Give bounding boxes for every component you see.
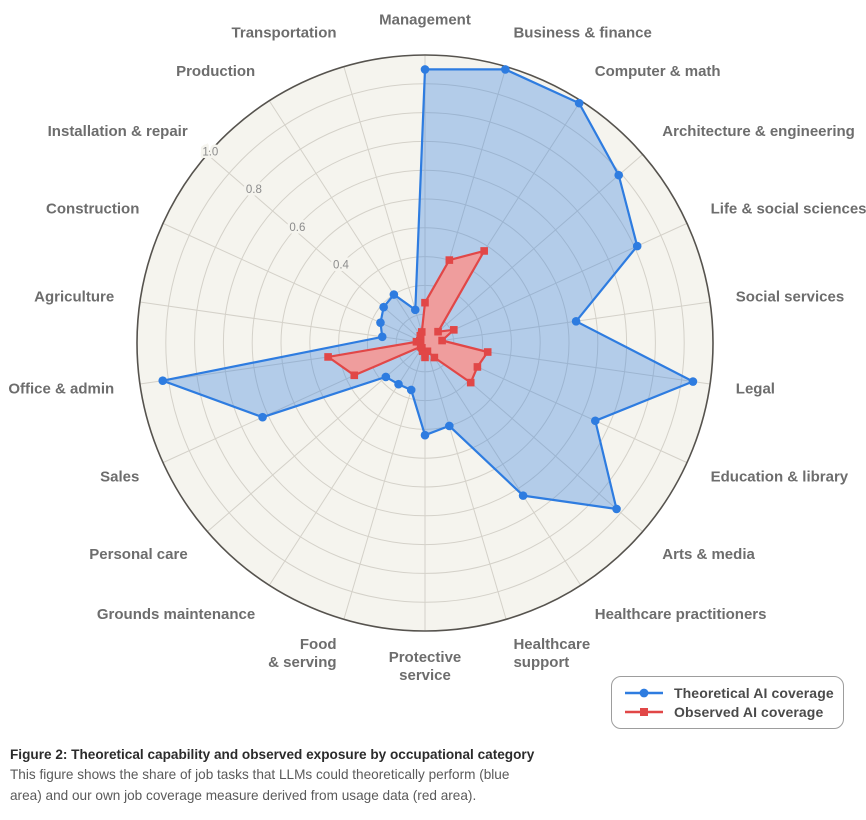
- axis-label-grounds-maintenance: Grounds maintenance: [97, 606, 255, 623]
- grid-spoke: [424, 154, 643, 344]
- axis-label-healthcare-practitioners: Healthcare practitioners: [595, 606, 767, 623]
- axis-label-life-social-sciences: Life & social sciences: [711, 200, 866, 217]
- data-point-business-finance: [501, 65, 510, 74]
- data-point-architecture-engineering: [614, 170, 624, 180]
- grid-spoke: [424, 301, 711, 344]
- axis-label-management: Management: [379, 12, 471, 29]
- axis-label-production: Production: [176, 63, 255, 80]
- data-point-education-library: [473, 363, 482, 371]
- data-point-construction: [376, 318, 385, 327]
- series-theoretical-ai-coverage: [158, 65, 698, 514]
- data-point-personal-care: [416, 342, 425, 351]
- data-point-transportation: [417, 328, 426, 336]
- polar-grid: [139, 55, 711, 631]
- radar-chart: 0.4 0.6 0.8 1.0 Management Business & finance…: [8, 12, 866, 684]
- caption-title: Figure 2: Theoretical capability and obs…: [10, 747, 535, 762]
- grid-spoke: [207, 154, 426, 344]
- legend-observed-marker-icon: [625, 708, 663, 716]
- data-point-social-services: [571, 316, 581, 326]
- data-point-office-admin: [324, 353, 332, 361]
- legend-label-observed: Observed AI coverage: [674, 704, 824, 720]
- grid-spoke: [268, 100, 426, 344]
- data-point-management: [420, 65, 430, 74]
- grid-spoke: [424, 222, 688, 344]
- data-point-grounds-maintenance: [394, 379, 403, 389]
- axis-label-arts-media: Arts & media: [662, 546, 755, 563]
- series-observed-ai-coverage: [324, 247, 492, 387]
- axis-label-computer-math: Computer & math: [595, 63, 721, 80]
- grid-spoke: [424, 342, 507, 620]
- axis-label-installation-repair: Installation & repair: [48, 123, 188, 140]
- axis-label-agriculture: Agriculture: [34, 289, 114, 306]
- grid-spoke: [424, 342, 582, 586]
- caption-body-line1: This figure shows the share of job tasks…: [10, 767, 510, 782]
- data-point-management: [421, 298, 429, 307]
- grid-spoke: [139, 301, 426, 344]
- data-point-healthcare-support: [423, 347, 432, 356]
- data-point-arts-media: [612, 504, 621, 514]
- axis-label-social-services: Social services: [736, 289, 844, 306]
- axis-label-transportation: Transportation: [232, 25, 337, 42]
- axis-label-office-admin: Office & admin: [8, 380, 114, 397]
- data-point-installation-repair: [379, 302, 388, 312]
- legend-label-theoretical: Theoretical AI coverage: [674, 685, 834, 701]
- data-point-production: [389, 290, 399, 299]
- axis-label-education-library: Education & library: [711, 469, 849, 486]
- data-point-legal: [688, 377, 698, 386]
- axis-label-business-finance: Business & finance: [513, 25, 651, 42]
- data-point-computer-math: [574, 98, 584, 108]
- data-point-agriculture: [377, 332, 387, 342]
- data-point-protective-service: [421, 353, 429, 362]
- data-point-life-social-sciences: [450, 326, 458, 334]
- data-point-healthcare-support: [445, 421, 454, 431]
- legend-theoretical-marker-icon: [625, 688, 663, 698]
- axis-label-personal-care: Personal care: [89, 546, 187, 563]
- data-point-legal: [483, 348, 492, 356]
- data-point-sales: [258, 412, 267, 422]
- axis-label-protective-service: Protective service: [389, 649, 462, 684]
- axis-label-architecture-engineering: Architecture & engineering: [662, 123, 855, 140]
- radial-tick-label: 0.6: [289, 222, 305, 234]
- radial-tick-label: 0.4: [333, 260, 350, 272]
- radial-tick-label: 1.0: [202, 146, 218, 158]
- data-point-arts-media: [466, 378, 475, 387]
- data-point-sales: [350, 371, 359, 380]
- data-point-education-library: [590, 416, 600, 426]
- grid-spoke: [343, 66, 426, 344]
- caption-body-line2: area) and our own job coverage measure d…: [10, 787, 477, 803]
- axis-label-legal: Legal: [736, 380, 775, 397]
- data-point-computer-math: [480, 247, 488, 255]
- data-point-personal-care: [381, 372, 391, 382]
- data-point-architecture-engineering: [434, 327, 442, 336]
- figure-caption: Figure 2: Theoretical capability and obs…: [10, 745, 630, 806]
- data-point-protective-service: [420, 430, 430, 440]
- data-point-business-finance: [445, 256, 454, 264]
- data-point-office-admin: [158, 376, 168, 386]
- data-point-healthcare-practitioners: [430, 353, 439, 362]
- chart-legend: Theoretical AI coverage Observed AI cove…: [611, 676, 844, 729]
- data-point-food-serving: [406, 385, 416, 395]
- data-point-healthcare-practitioners: [518, 491, 528, 500]
- data-point-transportation: [410, 305, 420, 315]
- radial-tick-labels: 0.4 0.6 0.8 1.0: [200, 144, 352, 274]
- radial-tick-label: 0.8: [246, 184, 262, 196]
- outer-ring: [136, 54, 714, 632]
- axis-label-food-serving: Food & serving: [268, 635, 336, 670]
- data-point-social-services: [438, 336, 446, 345]
- category-labels: Management Business & finance Computer & m…: [8, 12, 866, 684]
- axis-label-healthcare-support: Healthcare support: [513, 635, 590, 670]
- data-point-life-social-sciences: [632, 241, 642, 251]
- legend-item-theoretical: Theoretical AI coverage: [623, 685, 843, 701]
- axis-label-construction: Construction: [46, 200, 139, 217]
- legend-item-observed: Observed AI coverage: [623, 704, 843, 720]
- axis-label-sales: Sales: [100, 469, 139, 486]
